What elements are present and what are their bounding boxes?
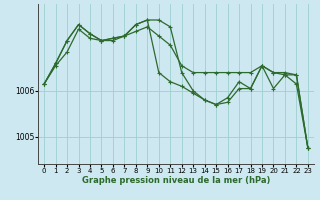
X-axis label: Graphe pression niveau de la mer (hPa): Graphe pression niveau de la mer (hPa)	[82, 176, 270, 185]
